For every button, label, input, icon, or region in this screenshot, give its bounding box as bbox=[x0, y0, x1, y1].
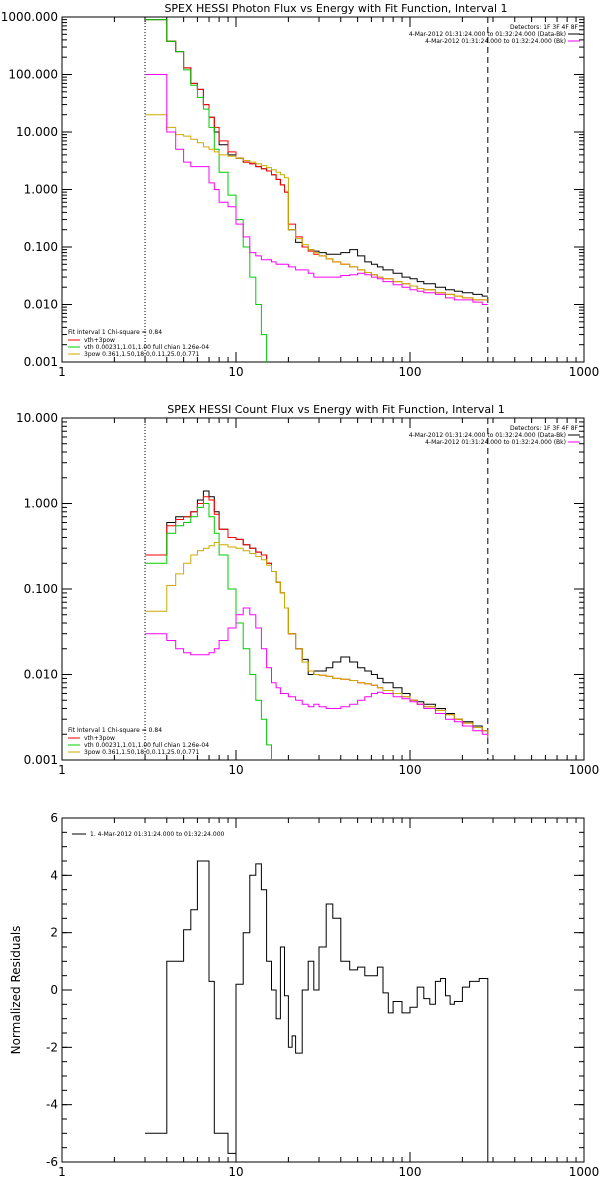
residuals-y-tick-label: -2 bbox=[46, 1040, 58, 1054]
photon-x-tick-label: 1 bbox=[58, 365, 66, 379]
count-series-line bbox=[145, 607, 489, 739]
photon-y-tick-label: 100.000 bbox=[8, 68, 58, 82]
count-series-line bbox=[145, 496, 489, 735]
residuals-y-tick-label: -6 bbox=[46, 1155, 58, 1169]
count-fit-entry-3pow: 3pow 0.361,1.50,18.0,0.11,25.0,0.771 bbox=[84, 749, 200, 756]
residuals-panel: 1 10 100 1000 -6 -4 -2 0 2 4 6 Normalized Residual… bbox=[9, 811, 599, 1179]
photon-fit-entry-vth: vth 0.00231,1.01,1.00 full chian 1.26e-0… bbox=[84, 344, 209, 351]
residuals-x-tick-label: 1000 bbox=[569, 1165, 600, 1179]
count-fit-entry-total: vth+3pow bbox=[84, 735, 115, 742]
photon-y-tick-label: 0.010 bbox=[24, 298, 58, 312]
residuals-y-axis-label: Normalized Residuals bbox=[9, 926, 23, 1055]
count-series-line bbox=[145, 542, 489, 735]
residuals-y-tick-label: 4 bbox=[50, 868, 58, 882]
residuals-plot-frame bbox=[61, 817, 585, 1163]
photon-chart-title: SPEX HESSI Photon Flux vs Energy with Fi… bbox=[164, 2, 507, 15]
photon-x-tick-label: 100 bbox=[399, 365, 422, 379]
count-series-line bbox=[145, 490, 489, 735]
count-legend-entry-bk: 4-Mar-2012 01:31:24.000 to 01:32:24.000 … bbox=[425, 439, 566, 446]
count-x-tick-label: 10 bbox=[228, 763, 243, 777]
photon-y-tick-label: 0.100 bbox=[24, 240, 58, 254]
residuals-y-tick-label: 0 bbox=[50, 983, 58, 997]
residuals-series-line bbox=[145, 860, 489, 1162]
photon-x-tick-label: 10 bbox=[228, 365, 243, 379]
photon-series-line bbox=[145, 19, 488, 301]
count-fit-entry-vth: vth 0.00231,1.01,1.00 full chian 1.26e-0… bbox=[84, 742, 209, 749]
photon-fit-entry-3pow: 3pow 0.361,1.50,18.0,0.11,25.0,0.771 bbox=[84, 351, 200, 358]
photon-plot-frame bbox=[61, 16, 585, 363]
count-plot-frame bbox=[61, 417, 585, 761]
photon-legend-header: Detectors: 1F 3F 4F 8F bbox=[510, 24, 579, 31]
residuals-y-tick-label: 6 bbox=[50, 811, 58, 825]
photon-legend-entry-data: 4-Mar-2012 01:31:24.000 to 01:32:24.000 … bbox=[409, 31, 566, 38]
photon-series-line bbox=[145, 74, 488, 305]
count-x-tick-label: 1 bbox=[58, 763, 66, 777]
photon-fit-header: Fit Interval 1 Chi-square = 0.84 bbox=[68, 329, 162, 336]
count-y-tick-label: 0.010 bbox=[24, 668, 58, 682]
residuals-y-tick-label: -4 bbox=[46, 1098, 58, 1112]
count-y-tick-label: 10.000 bbox=[16, 411, 58, 425]
photon-y-tick-label: 1000.000 bbox=[1, 10, 58, 24]
count-y-tick-label: 0.100 bbox=[24, 582, 58, 596]
count-legend-entry-data: 4-Mar-2012 01:31:24.000 to 01:32:24.000 … bbox=[409, 432, 566, 439]
count-x-tick-label: 1000 bbox=[569, 763, 600, 777]
count-x-tick-label: 100 bbox=[399, 763, 422, 777]
photon-y-tick-label: 10.000 bbox=[16, 125, 58, 139]
residuals-x-tick-label: 10 bbox=[228, 1165, 243, 1179]
count-legend-header: Detectors: 1F 3F 4F 8F bbox=[510, 425, 579, 432]
photon-flux-panel: SPEX HESSI Photon Flux vs Energy with Fi… bbox=[1, 2, 600, 379]
photon-y-tick-label: 1.000 bbox=[24, 183, 58, 197]
photon-legend-entry-bk: 4-Mar-2012 01:31:24.000 to 01:32:24.000 … bbox=[425, 38, 566, 45]
residuals-x-tick-label: 100 bbox=[399, 1165, 422, 1179]
photon-series-line bbox=[145, 19, 268, 362]
residuals-legend-entry: 1. 4-Mar-2012 01:31:24.000 to 01:32:24.0… bbox=[90, 831, 225, 838]
photon-x-tick-label: 1000 bbox=[569, 365, 600, 379]
photon-y-tick-label: 0.001 bbox=[24, 355, 58, 369]
count-chart-title: SPEX HESSI Count Flux vs Energy with Fit… bbox=[167, 403, 504, 416]
count-y-tick-label: 1.000 bbox=[24, 497, 58, 511]
count-series-line bbox=[145, 503, 272, 760]
photon-fit-entry-total: vth+3pow bbox=[84, 337, 115, 344]
count-y-tick-label: 0.001 bbox=[24, 753, 58, 767]
residuals-y-tick-label: 2 bbox=[50, 926, 58, 940]
photon-series-line bbox=[145, 114, 488, 301]
count-flux-panel: SPEX HESSI Count Flux vs Energy with Fit… bbox=[16, 403, 599, 777]
residuals-x-tick-label: 1 bbox=[58, 1165, 66, 1179]
count-fit-header: Fit Interval 1 Chi-square = 0.84 bbox=[68, 727, 162, 734]
